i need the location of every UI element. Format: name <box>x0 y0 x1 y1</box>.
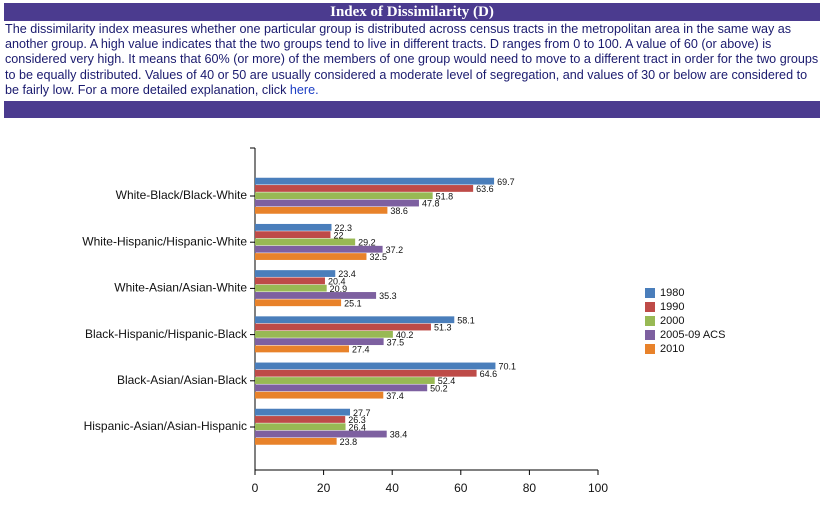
legend-label: 2000 <box>660 315 684 327</box>
bar <box>255 323 431 331</box>
data-label: 27.7 <box>353 408 371 418</box>
bar <box>255 238 356 246</box>
data-label: 38.4 <box>390 430 408 440</box>
title: Index of Dissimilarity (D) <box>330 4 494 20</box>
bar <box>255 377 435 384</box>
y-tick-label: Black-Asian/Asian-Black <box>117 373 248 387</box>
bar <box>255 391 384 399</box>
data-label: 32.5 <box>369 252 387 262</box>
data-label: 64.6 <box>480 369 498 379</box>
data-label: 23.4 <box>338 269 356 279</box>
legend-swatch <box>645 316 655 326</box>
x-tick-label: 40 <box>386 481 400 495</box>
description: The dissimilarity index measures whether… <box>5 22 820 98</box>
y-tick-label: White-Black/Black-White <box>116 188 248 202</box>
data-label: 58.1 <box>457 315 475 325</box>
data-label: 22 <box>333 230 343 240</box>
data-label: 51.8 <box>436 191 454 201</box>
data-label: 37.5 <box>387 337 405 347</box>
bar <box>255 270 336 277</box>
bar <box>255 416 346 423</box>
data-label: 35.3 <box>379 291 397 301</box>
title-bar: Index of Dissimilarity (D) <box>4 3 820 21</box>
legend-label: 1980 <box>660 287 684 299</box>
description-text: The dissimilarity index measures whether… <box>5 22 819 97</box>
bar <box>255 345 349 353</box>
bar <box>255 299 342 307</box>
bar <box>255 185 474 192</box>
bar <box>255 369 477 377</box>
legend-swatch <box>645 344 655 354</box>
data-label: 69.7 <box>497 177 515 187</box>
data-label: 20.4 <box>328 276 346 286</box>
separator-bar <box>4 101 820 118</box>
data-label: 40.2 <box>396 330 414 340</box>
bar <box>255 430 387 438</box>
y-tick-label: White-Hispanic/Hispanic-White <box>82 234 247 248</box>
chart: 0 20 40 60 80 100White-Black/Black-White69.76… <box>82 147 725 495</box>
data-label: 50.2 <box>430 383 448 393</box>
bar <box>255 192 433 200</box>
legend-label: 2010 <box>660 343 684 355</box>
x-tick-label: 80 <box>523 481 537 495</box>
bar <box>255 231 331 239</box>
data-label: 26.4 <box>349 422 367 432</box>
link[interactable]: here. <box>289 82 319 97</box>
bar <box>255 245 383 253</box>
x-tick-label: 20 <box>317 481 331 495</box>
bar <box>255 277 325 285</box>
bar <box>255 223 332 231</box>
bar <box>255 423 346 431</box>
bar <box>255 292 377 299</box>
legend-label: 1990 <box>660 301 684 313</box>
legend-label: 2005-09 ACS <box>660 329 725 341</box>
y-tick-label: Black-Hispanic/Hispanic-Black <box>85 327 248 341</box>
legend-swatch <box>645 330 655 340</box>
data-label: 70.1 <box>498 362 516 372</box>
data-label: 38.6 <box>390 206 408 216</box>
bar <box>255 362 496 370</box>
bar <box>255 384 428 392</box>
data-label: 37.4 <box>386 391 404 401</box>
bar <box>255 253 367 260</box>
bar <box>255 284 327 292</box>
data-label: 52.4 <box>438 376 456 386</box>
data-label: 27.4 <box>352 345 370 355</box>
data-label: 51.3 <box>434 323 452 333</box>
legend-swatch <box>645 288 655 298</box>
x-tick-label: 100 <box>588 481 608 495</box>
x-tick-label: 0 <box>252 481 259 495</box>
data-label: 22.3 <box>334 223 352 233</box>
legend-swatch <box>645 302 655 312</box>
data-label: 63.6 <box>476 184 494 194</box>
bar <box>255 206 388 214</box>
x-tick-label: 60 <box>454 481 468 495</box>
bar <box>255 330 393 338</box>
bar <box>255 408 351 416</box>
data-label: 37.2 <box>386 245 404 255</box>
data-label: 26.3 <box>348 415 366 425</box>
bar <box>255 177 495 185</box>
data-label: 25.1 <box>344 298 362 308</box>
y-tick-label: White-Asian/Asian-White <box>114 281 247 295</box>
bar <box>255 316 455 324</box>
y-tick-label: Hispanic-Asian/Asian-Hispanic <box>84 419 247 433</box>
bar <box>255 199 419 207</box>
data-label: 23.8 <box>340 437 358 447</box>
data-label: 20.9 <box>330 284 348 294</box>
data-label: 29.2 <box>358 238 376 248</box>
bar <box>255 437 337 445</box>
bar <box>255 338 384 346</box>
data-label: 47.8 <box>422 199 440 209</box>
